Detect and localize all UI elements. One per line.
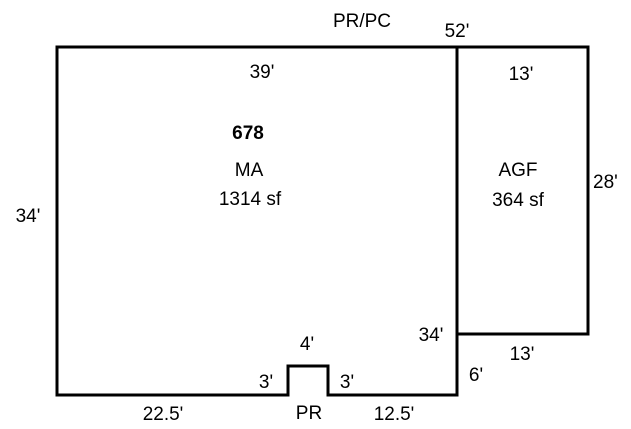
- dimension-bottom-right: 12.5': [374, 404, 415, 425]
- bottom-porch-label: PR: [296, 403, 322, 424]
- dimension-52: 52': [445, 21, 470, 42]
- dimension-notch-top: 4': [300, 334, 314, 355]
- garage-name: AGF: [498, 160, 537, 181]
- main-area-name: MA: [235, 160, 264, 181]
- dimension-39: 39': [250, 62, 275, 83]
- dimension-bottom-left: 22.5': [143, 404, 184, 425]
- dimension-notch-left: 3': [259, 372, 273, 393]
- garage-size: 364 sf: [492, 190, 544, 211]
- main-area-size: 1314 sf: [219, 189, 282, 210]
- dimension-step: 6': [469, 365, 483, 386]
- main-area-outline: [55, 45, 459, 397]
- top-porch-label: PR/PC: [333, 11, 391, 32]
- dimension-ma-left: 34': [16, 206, 41, 227]
- dimension-agf-top: 13': [509, 64, 534, 85]
- garage-outline: [455, 45, 590, 336]
- dimension-ma-right-lower: 34': [419, 325, 444, 346]
- dimension-agf-bottom: 13': [510, 344, 535, 365]
- main-area-id: 678: [232, 123, 264, 144]
- dimension-agf-right: 28': [593, 172, 618, 193]
- dimension-notch-right: 3': [340, 372, 354, 393]
